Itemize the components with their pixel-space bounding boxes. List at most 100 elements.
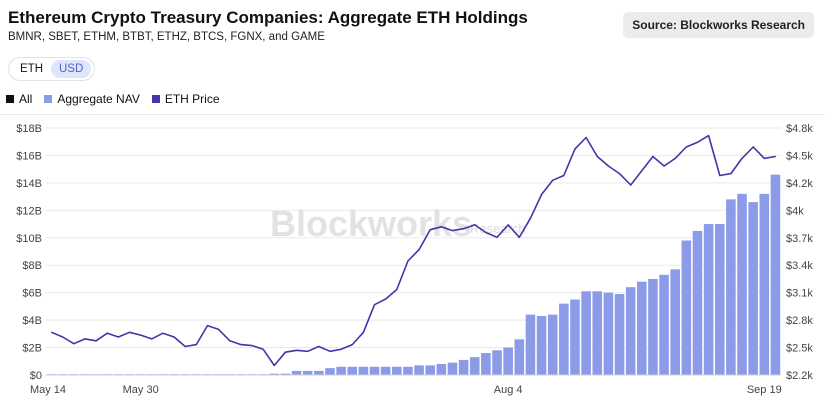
eth-price-point — [240, 344, 242, 346]
nav-bar — [425, 365, 435, 375]
eth-price-point — [106, 332, 108, 334]
chart-subtitle: BMNR, SBET, ETHM, BTBT, ETHZ, BTCS, FGNX… — [8, 31, 325, 43]
y-left-tick-label: $18B — [16, 123, 42, 135]
eth-price-point — [496, 236, 498, 238]
nav-bar — [392, 366, 402, 375]
nav-bar — [570, 299, 580, 375]
eth-price-point — [440, 226, 442, 228]
legend-label-eth-price: ETH Price — [164, 92, 220, 106]
y-right-tick-label: $3.4k — [786, 260, 813, 272]
legend-item-all[interactable]: All — [6, 92, 32, 106]
legend-item-eth-price[interactable]: ETH Price — [151, 92, 220, 106]
eth-price-point — [117, 336, 119, 338]
eth-price-point — [173, 336, 175, 338]
nav-bar — [469, 357, 480, 375]
nav-bar — [525, 314, 536, 375]
toggle-usd-button[interactable]: USD — [51, 60, 92, 78]
nav-bar — [737, 193, 747, 375]
y-left-tick-label: $6B — [22, 288, 42, 300]
nav-bar — [625, 287, 636, 375]
eth-price-point — [719, 174, 721, 177]
nav-bar — [325, 368, 335, 375]
eth-price-point — [741, 157, 743, 159]
eth-price-point — [184, 345, 186, 348]
nav-bar — [659, 274, 669, 375]
eth-price-point — [774, 155, 777, 158]
nav-bar — [726, 199, 736, 375]
eth-price-point — [218, 328, 220, 330]
nav-bar — [692, 230, 703, 375]
y-left-tick-label: $10B — [16, 233, 42, 245]
eth-price-point — [518, 236, 520, 238]
nav-bar — [559, 303, 569, 375]
eth-price-point — [84, 338, 86, 340]
nav-bar — [380, 366, 391, 375]
eth-price-point — [685, 146, 687, 148]
nav-bar — [291, 370, 302, 375]
eth-price-point — [162, 332, 164, 334]
eth-price-point — [140, 334, 142, 336]
y-right-tick-label: $4.2k — [786, 178, 813, 190]
eth-price-point — [151, 338, 153, 340]
eth-price-point — [451, 230, 454, 232]
eth-price-point — [50, 331, 53, 333]
eth-price-point — [585, 136, 587, 139]
eth-price-point — [362, 331, 364, 333]
eth-price-point — [407, 260, 409, 262]
eth-price-point — [596, 155, 598, 158]
nav-bar — [336, 366, 346, 375]
nav-bar — [603, 292, 614, 375]
y-left-tick-label: $2B — [22, 343, 42, 355]
eth-price-point — [463, 228, 465, 230]
eth-price-point — [284, 351, 287, 353]
y-left-tick-label: $14B — [16, 178, 42, 190]
eth-price-point — [674, 157, 676, 159]
legend-swatch-eth-price — [151, 95, 160, 103]
eth-price-point — [251, 344, 253, 347]
eth-price-point — [318, 345, 320, 348]
nav-bar — [403, 366, 413, 375]
nav-bar — [492, 350, 502, 375]
nav-bar — [481, 353, 491, 375]
eth-price-point — [418, 249, 420, 251]
eth-price-point — [295, 349, 298, 351]
eth-price-point — [329, 350, 331, 352]
eth-price-point — [507, 224, 509, 226]
y-right-tick-label: $3.7k — [786, 233, 813, 245]
y-right-tick-label: $4.8k — [786, 123, 813, 135]
source-badge: Source: Blockworks Research — [623, 12, 814, 38]
chart-area: Blockworks Research $0 $2B $4B $6B $8B $10B $1… — [16, 123, 813, 396]
eth-price-point — [696, 141, 699, 143]
eth-price-point — [652, 155, 654, 158]
nav-bar — [547, 314, 558, 375]
eth-price-point — [708, 135, 710, 137]
nav-bar — [302, 370, 313, 375]
eth-price-point — [273, 364, 275, 367]
legend-item-aggregate-nav[interactable]: Aggregate NAV — [44, 92, 140, 106]
nav-bar — [770, 174, 781, 375]
eth-price-point — [630, 184, 632, 186]
eth-price-point — [607, 165, 609, 167]
eth-price-point — [307, 350, 309, 352]
nav-bar — [458, 359, 469, 375]
eth-price-point — [641, 170, 643, 172]
eth-price-point — [385, 298, 387, 300]
legend-label-all: All — [19, 92, 33, 106]
eth-price-point — [563, 174, 565, 177]
eth-price-point — [95, 340, 97, 342]
eth-price-point — [351, 344, 353, 346]
watermark: Blockworks Research — [270, 203, 526, 244]
nav-bar — [581, 291, 591, 375]
nav-bar — [269, 373, 280, 375]
nav-bar — [592, 291, 603, 375]
toggle-eth-button[interactable]: ETH — [20, 63, 43, 75]
x-tick-label: Aug 4 — [494, 384, 523, 396]
eth-price-point — [396, 288, 398, 291]
y-left-tick-label: $4B — [22, 315, 42, 327]
eth-price-point — [663, 165, 665, 167]
eth-price-line — [51, 134, 776, 367]
nav-bar — [280, 373, 291, 375]
nav-bar — [503, 347, 513, 375]
nav-bar — [670, 269, 680, 375]
y-right-tick-label: $4.5k — [786, 150, 813, 162]
